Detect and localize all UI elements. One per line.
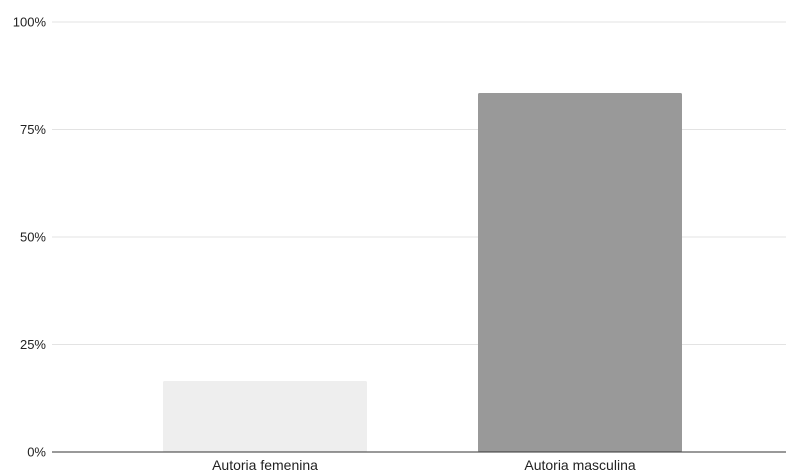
y-tick-label: 100% — [13, 15, 47, 30]
bars — [163, 92, 682, 452]
y-axis-tick-labels: 0% 25% 50% 75% 100% — [13, 15, 47, 460]
bar-autoria-masculina — [478, 92, 682, 452]
y-tick-label: 0% — [27, 445, 46, 460]
bar-autoria-femenina — [163, 381, 367, 452]
y-tick-label: 75% — [20, 122, 46, 137]
y-tick-label: 50% — [20, 230, 46, 245]
x-axis-category-labels: Autoria femenina Autoria masculina — [212, 457, 636, 473]
x-category-label: Autoria femenina — [212, 457, 318, 473]
x-category-label: Autoria masculina — [524, 457, 635, 473]
y-tick-label: 25% — [20, 337, 46, 352]
